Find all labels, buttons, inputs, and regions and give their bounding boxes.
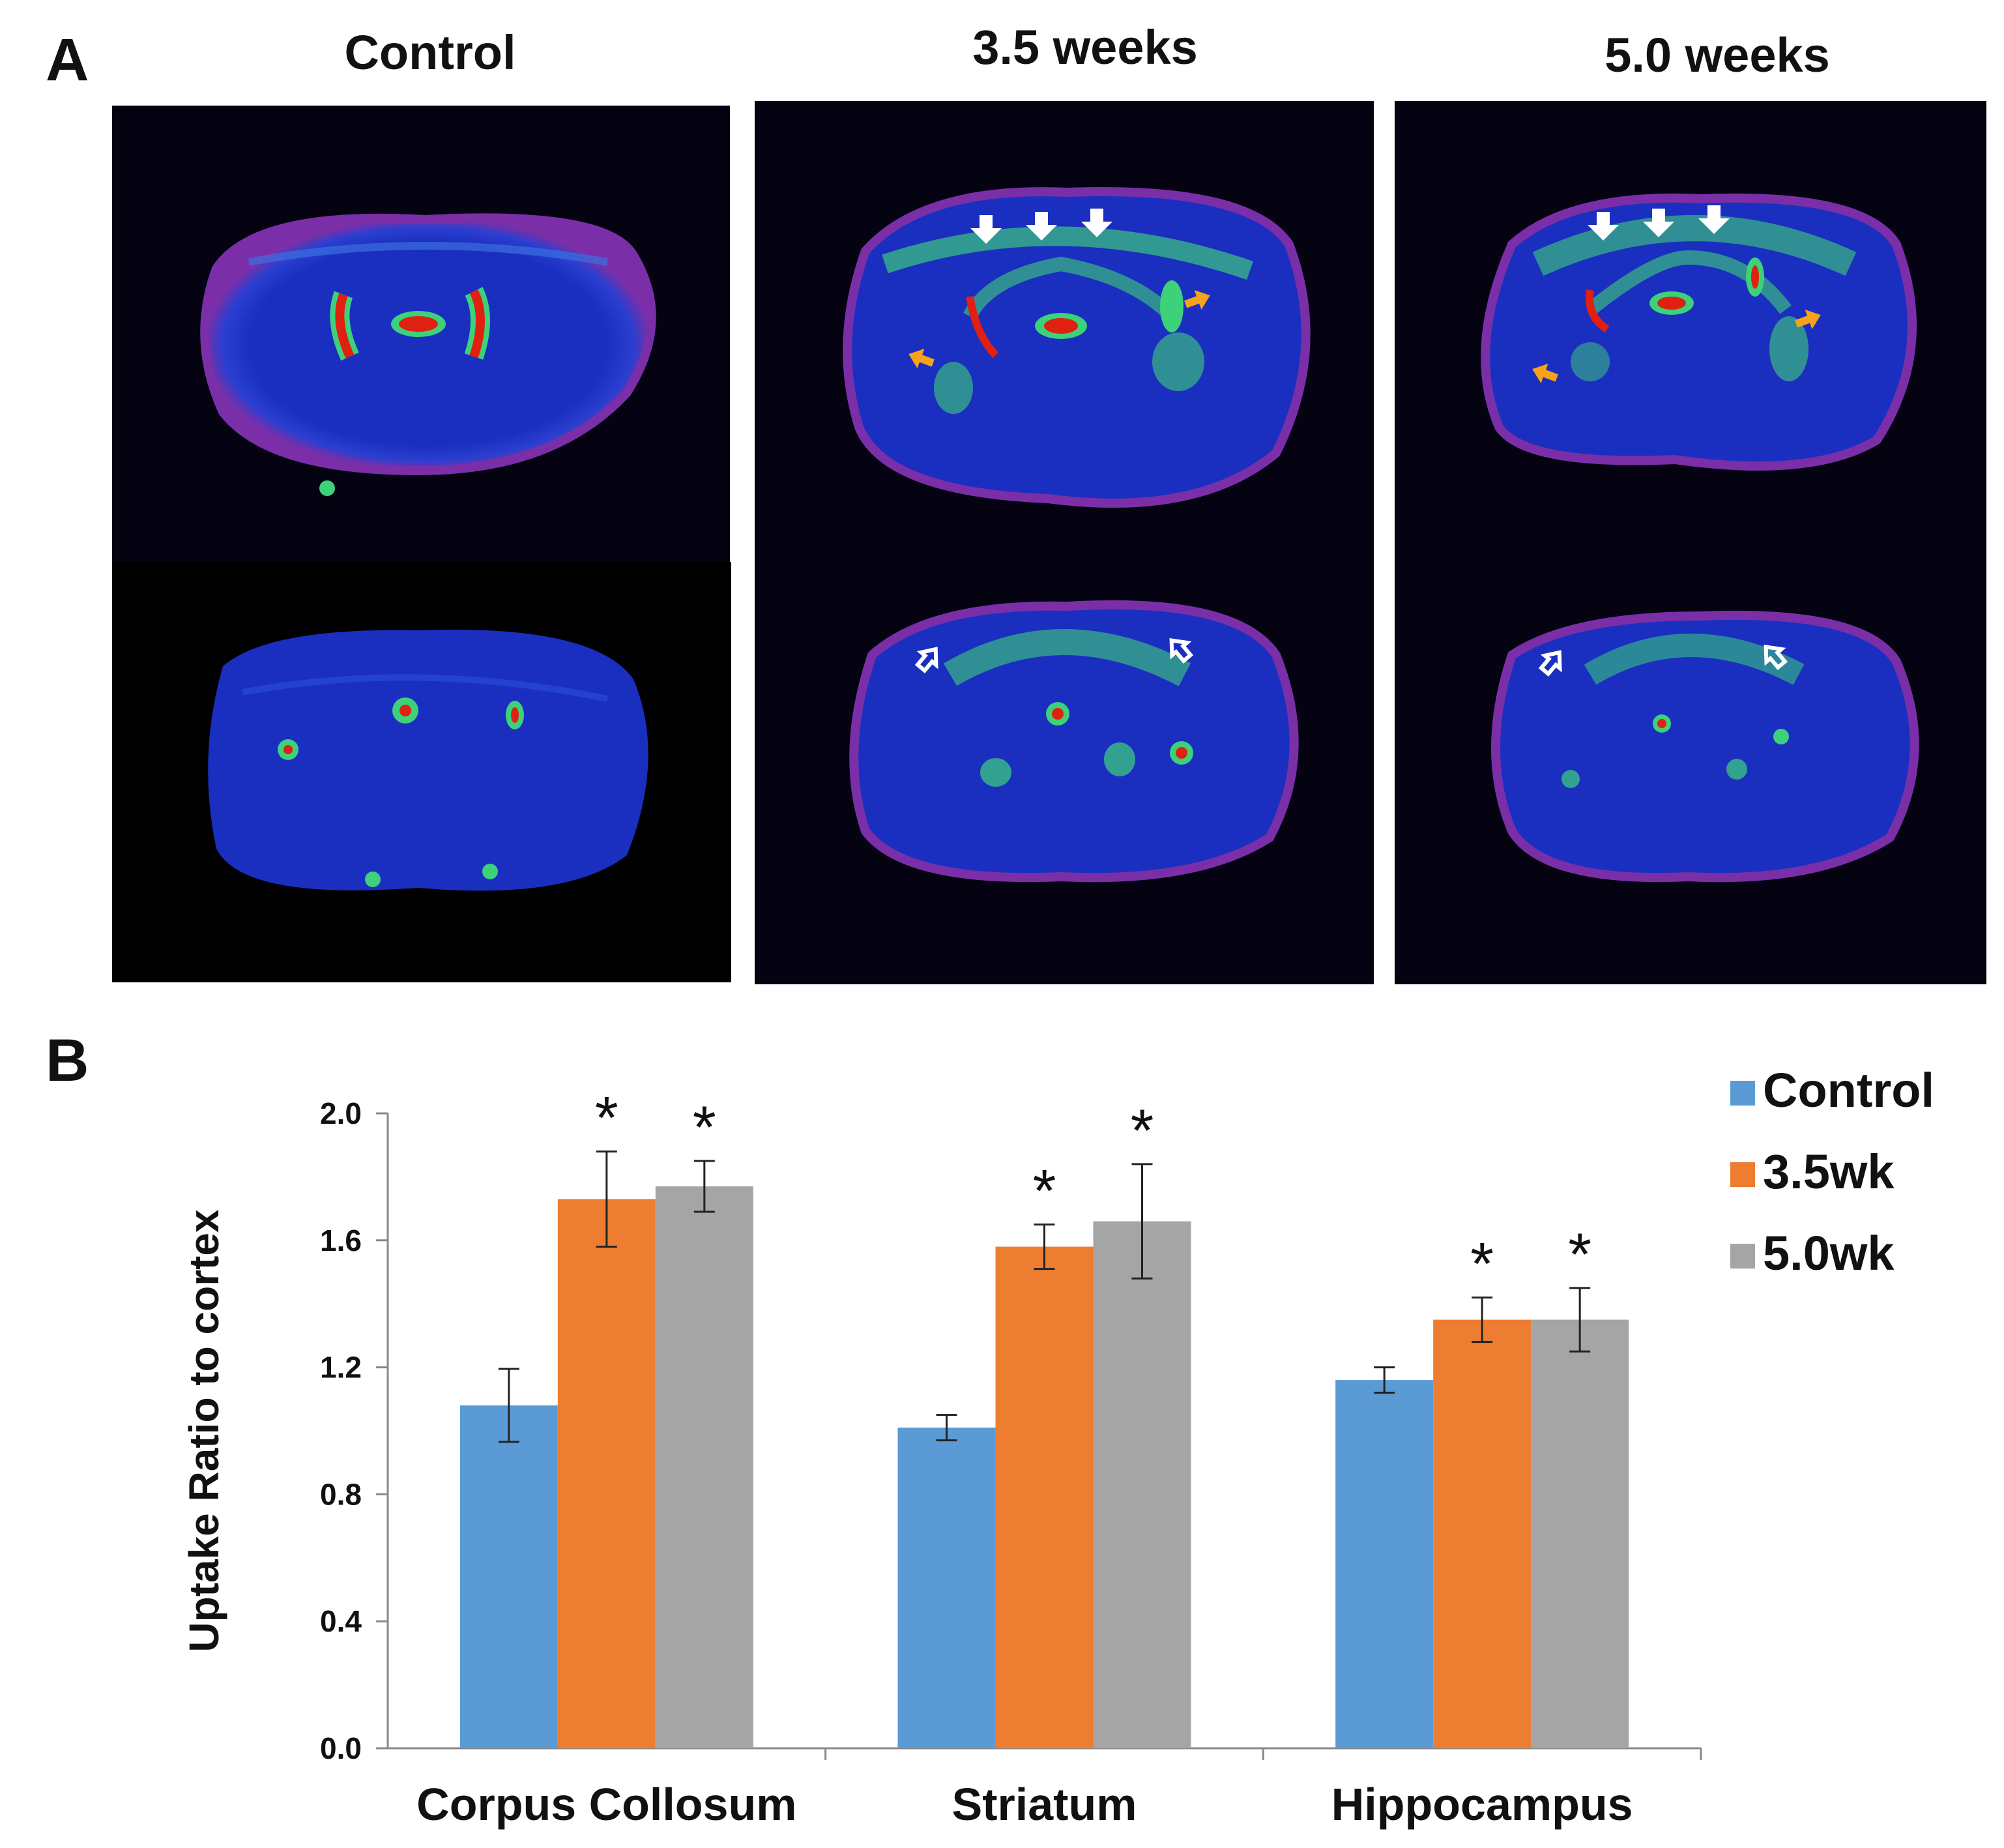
y-tick-label: 1.2: [320, 1351, 362, 1385]
column-title-control: Control: [344, 25, 516, 80]
category-label: Striatum: [952, 1779, 1137, 1830]
y-axis-label: Uptake Ratio to cortex: [181, 1209, 227, 1652]
scan-3-5-weeks: [755, 101, 1374, 984]
column-title-3-5-weeks: 3.5 weeks: [972, 20, 1198, 74]
significance-marker: *: [595, 1085, 618, 1151]
category-label: Hippocampus: [1331, 1779, 1633, 1830]
y-tick-label: 2.0: [320, 1096, 362, 1130]
legend-swatch: [1730, 1081, 1755, 1106]
legend-swatch: [1730, 1162, 1755, 1187]
category-label: Corpus Collosum: [416, 1779, 796, 1830]
legend-swatch: [1730, 1244, 1755, 1269]
legend-label: 3.5wk: [1763, 1145, 1895, 1199]
significance-marker: *: [1131, 1098, 1154, 1164]
significance-marker: *: [1033, 1158, 1056, 1224]
bar: [1335, 1380, 1434, 1748]
bar: [1531, 1319, 1629, 1748]
panel-b-label: B: [46, 1027, 89, 1094]
bar-chart: 0.0 0.4 0.8 1.2 1.6 2.0 Uptake Ratio to cortex…: [181, 1063, 1934, 1830]
significance-marker: *: [693, 1094, 716, 1161]
bar: [995, 1246, 1094, 1748]
bar: [1093, 1221, 1191, 1748]
y-tick-label: 0.4: [320, 1604, 362, 1638]
bar: [557, 1199, 656, 1748]
significance-marker: *: [1568, 1222, 1591, 1288]
legend-label: Control: [1763, 1063, 1934, 1117]
panel-a-label: A: [46, 27, 89, 93]
bar: [655, 1186, 753, 1748]
scan-5-0-weeks: [1395, 101, 1986, 984]
legend-label: 5.0wk: [1763, 1226, 1895, 1280]
y-tick-label: 0.0: [320, 1731, 362, 1765]
y-tick-label: 0.8: [320, 1477, 362, 1511]
column-title-5-0-weeks: 5.0 weeks: [1605, 28, 1830, 82]
scan-control-top: [112, 106, 730, 562]
y-tick-label: 1.6: [320, 1224, 362, 1257]
bar: [1433, 1319, 1532, 1748]
scan-control-bottom: [112, 562, 731, 982]
bar: [897, 1428, 996, 1748]
significance-marker: *: [1470, 1231, 1494, 1297]
bar: [459, 1405, 558, 1748]
